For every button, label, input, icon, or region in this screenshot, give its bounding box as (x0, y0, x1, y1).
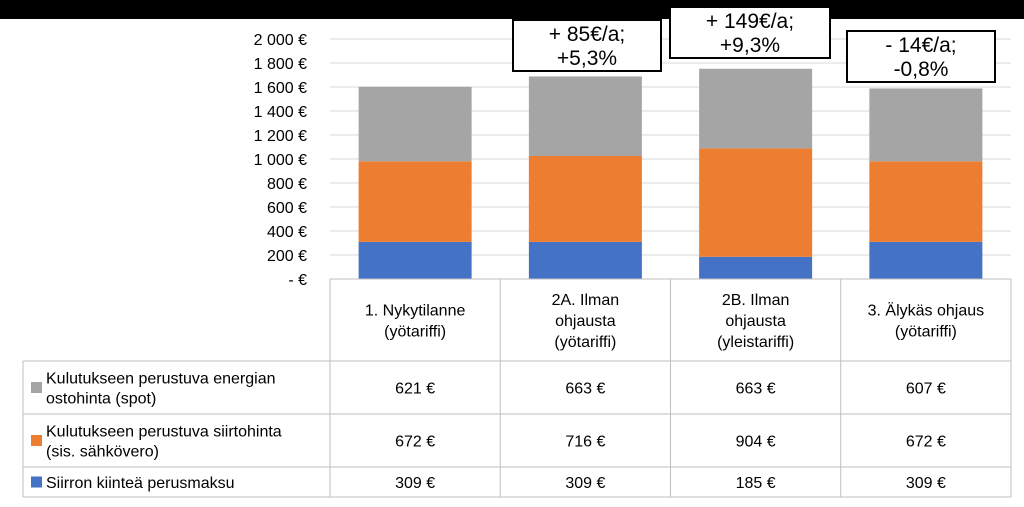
annotation-text: +5,3% (556, 47, 618, 70)
bar-segment (358, 241, 472, 279)
legend-key (31, 382, 42, 393)
category-label: 2A. Ilman (552, 292, 620, 309)
category-label: (yleistariffi) (717, 334, 794, 351)
y-tick-label: 200 € (267, 248, 307, 265)
category-label: (yötariffi) (895, 324, 957, 341)
category-label: (yötariffi) (554, 334, 616, 351)
category-label: ohjausta (725, 313, 786, 330)
table-value: 185 € (736, 475, 776, 492)
bar-segment (528, 76, 642, 156)
category-label: 3. Älykäs ohjaus (868, 302, 985, 320)
change-annotation: - 14€/a; -0,8% (846, 30, 996, 83)
bar-segment (869, 161, 983, 242)
series-label: Kulutukseen perustuva energian (46, 371, 276, 388)
table-value: 309 € (906, 475, 946, 492)
category-label: 2B. Ilman (722, 292, 790, 309)
table-value: 663 € (736, 381, 776, 398)
category-label: ohjausta (555, 313, 616, 330)
y-tick-label: 1 400 € (254, 104, 307, 121)
table-value: 904 € (736, 434, 776, 451)
table-value: 607 € (906, 381, 946, 398)
bar-segment (528, 156, 642, 242)
bar-segment (358, 161, 472, 242)
annotation-text: + 85€/a; (548, 23, 626, 46)
bar-segment (699, 148, 813, 257)
y-tick-label: 1 800 € (254, 56, 307, 73)
table-value: 672 € (906, 434, 946, 451)
annotation-text: - 14€/a; (885, 34, 957, 57)
table-value: 621 € (395, 381, 435, 398)
bar-segment (699, 256, 813, 279)
table-value: 672 € (395, 434, 435, 451)
annotation-text: + 149€/a; (705, 10, 795, 33)
table-value: 309 € (395, 475, 435, 492)
y-tick-label: 600 € (267, 200, 307, 217)
y-tick-label: 2 000 € (254, 32, 307, 49)
bar-segment (358, 86, 472, 162)
y-tick-label: 1 000 € (254, 152, 307, 169)
bar-segment (869, 241, 983, 279)
y-tick-label: 800 € (267, 176, 307, 193)
category-label: 1. Nykytilanne (365, 303, 466, 320)
bar-segment (528, 241, 642, 279)
annotation-text: +9,3% (719, 34, 781, 57)
y-tick-label: 400 € (267, 224, 307, 241)
series-label: ostohinta (spot) (46, 391, 156, 408)
category-label: (yötariffi) (384, 324, 446, 341)
annotation-text: -0,8% (893, 58, 949, 81)
bar-segment (699, 68, 813, 149)
legend-key (31, 435, 42, 446)
table-value: 663 € (565, 381, 605, 398)
series-label: Siirron kiinteä perusmaksu (46, 475, 235, 492)
series-label: Kulutukseen perustuva siirtohinta (46, 424, 282, 441)
legend-key (31, 476, 42, 488)
table-value: 309 € (565, 475, 605, 492)
change-annotation: + 149€/a; +9,3% (669, 6, 831, 59)
table-value: 716 € (565, 434, 605, 451)
y-tick-label: 1 200 € (254, 128, 307, 145)
change-annotation: + 85€/a; +5,3% (512, 19, 662, 72)
bar-segment (869, 88, 983, 162)
y-tick-label: 1 600 € (254, 80, 307, 97)
y-tick-label: - € (288, 272, 307, 289)
series-label: (sis. sähkövero) (46, 444, 159, 461)
